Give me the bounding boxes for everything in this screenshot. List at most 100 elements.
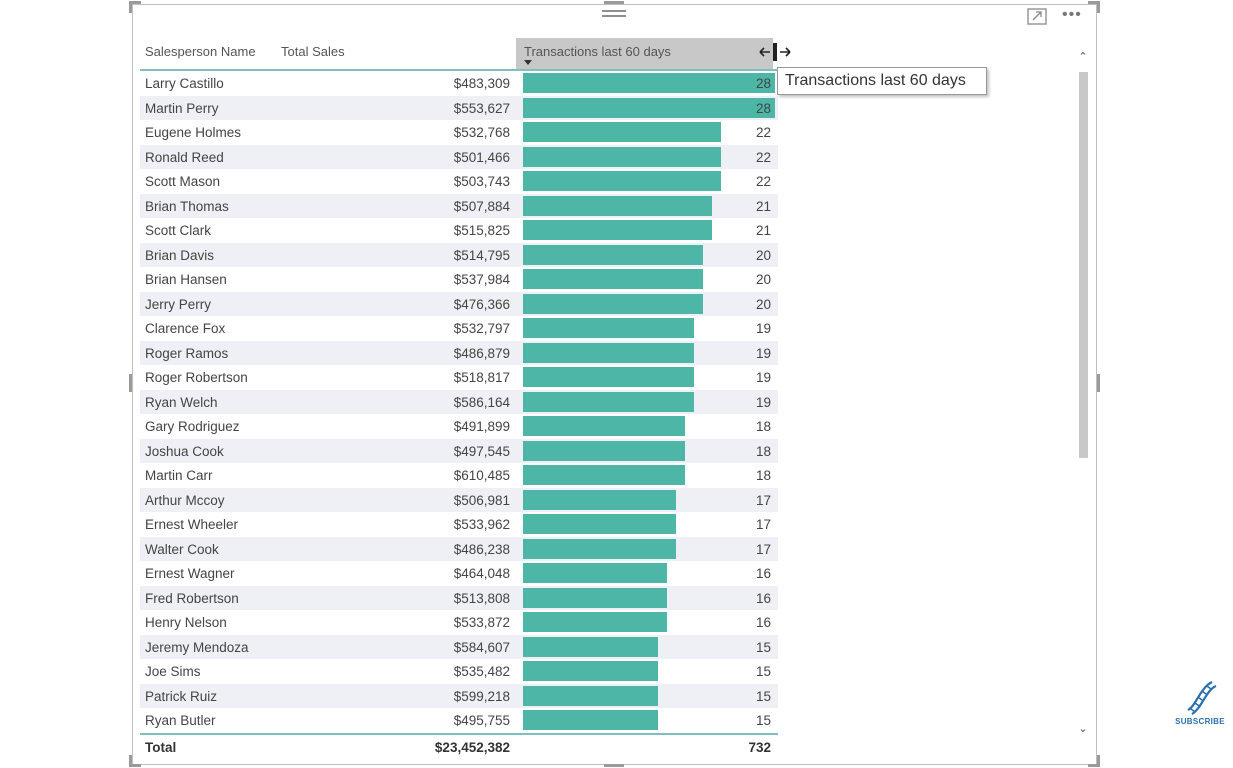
corner-handle-bottom-right-v[interactable]: [1097, 755, 1100, 767]
salesperson-name-cell: Patrick Ruiz: [145, 688, 218, 704]
table-row[interactable]: Scott Clark $515,825 21: [140, 218, 778, 243]
table-row[interactable]: Ernest Wheeler $533,962 17: [140, 512, 778, 537]
table-row[interactable]: Fred Robertson $513,808 16: [140, 585, 778, 610]
drag-grip-icon[interactable]: [602, 10, 626, 20]
table-row[interactable]: Roger Ramos $486,879 19: [140, 340, 778, 365]
total-sales-cell: $532,797: [453, 321, 510, 336]
salesperson-name-cell: Martin Perry: [145, 100, 219, 116]
total-row: Total $23,452,382 732: [140, 735, 778, 761]
data-bar: [523, 661, 658, 681]
edge-handle-left[interactable]: [129, 374, 132, 392]
salesperson-name-cell: Roger Robertson: [145, 370, 248, 385]
scroll-down-button[interactable]: ⌄: [1078, 723, 1088, 735]
table-row[interactable]: Martin Carr $610,485 18: [140, 463, 778, 488]
focus-mode-icon[interactable]: [1027, 8, 1047, 25]
data-bar: [523, 171, 721, 191]
table-row[interactable]: Ronald Reed $501,466 22: [140, 144, 778, 169]
transactions-cell: 18: [755, 419, 771, 434]
table-row[interactable]: Brian Thomas $507,884 21: [140, 193, 778, 218]
table-row[interactable]: Henry Nelson $533,872 16: [140, 610, 778, 635]
table-row[interactable]: Brian Davis $514,795 20: [140, 242, 778, 267]
salesperson-name-cell: Ernest Wheeler: [145, 517, 239, 532]
total-transactions: 732: [748, 740, 771, 755]
salesperson-name-cell: Jerry Perry: [145, 296, 212, 312]
salesperson-name-cell: Scott Mason: [145, 174, 221, 189]
column-header-name[interactable]: Salesperson Name: [145, 44, 256, 59]
more-options-icon[interactable]: •••: [1062, 6, 1082, 23]
salesperson-name-cell: Martin Carr: [145, 468, 213, 483]
total-sales-cell: $514,795: [453, 247, 510, 263]
column-header-sales[interactable]: Total Sales: [281, 44, 345, 59]
transactions-cell: 19: [755, 394, 771, 410]
table-row[interactable]: Gary Rodriguez $491,899 18: [140, 414, 778, 439]
table-row[interactable]: Martin Perry $553,627 28: [140, 95, 778, 120]
table-row[interactable]: Joe Sims $535,482 15: [140, 659, 778, 684]
table-row[interactable]: Jerry Perry $476,366 20: [140, 291, 778, 316]
subscribe-label: SUBSCRIBE: [1175, 717, 1225, 726]
column-header-transactions[interactable]: Transactions last 60 days: [516, 38, 773, 69]
table-row[interactable]: Joshua Cook $497,545 18: [140, 438, 778, 463]
table-row[interactable]: Scott Mason $503,743 22: [140, 169, 778, 194]
data-bar: [523, 440, 685, 461]
edge-handle-right[interactable]: [1097, 374, 1100, 392]
table-row[interactable]: Clarence Fox $532,797 19: [140, 316, 778, 341]
table-row[interactable]: Patrick Ruiz $599,218 15: [140, 683, 778, 708]
table-row[interactable]: Ernest Wagner $464,048 16: [140, 561, 778, 586]
sort-descending-icon[interactable]: [524, 60, 532, 65]
total-sales-cell: $533,872: [453, 615, 510, 630]
total-sales-cell: $537,984: [453, 272, 510, 287]
data-bar: [523, 293, 703, 314]
table-row[interactable]: Walter Cook $486,238 17: [140, 536, 778, 561]
corner-handle-bottom-left[interactable]: [129, 764, 141, 767]
corner-handle-bottom-right[interactable]: [1088, 764, 1100, 767]
total-sales-cell: $507,884: [453, 198, 510, 214]
corner-handle-top-left[interactable]: [129, 1, 141, 4]
table-row[interactable]: Larry Castillo $483,309 28: [140, 71, 778, 96]
salesperson-name-cell: Jeremy Mendoza: [145, 639, 249, 655]
salesperson-name-cell: Arthur Mccoy: [145, 492, 225, 508]
edge-handle-top[interactable]: [604, 1, 624, 4]
tooltip-text: Transactions last 60 days: [785, 72, 966, 89]
table-row[interactable]: Brian Hansen $537,984 20: [140, 267, 778, 292]
corner-handle-top-right-v[interactable]: [1097, 1, 1100, 13]
table-row[interactable]: Ryan Butler $495,755 15: [140, 708, 778, 733]
table-row[interactable]: Jeremy Mendoza $584,607 15: [140, 634, 778, 659]
transactions-cell: 20: [755, 272, 771, 287]
corner-handle-top-right[interactable]: [1088, 1, 1100, 4]
transactions-cell: 28: [755, 100, 771, 116]
total-sales-cell: $586,164: [453, 394, 510, 410]
scrollbar-thumb[interactable]: [1079, 72, 1088, 458]
data-bar: [523, 146, 721, 167]
table-row[interactable]: Roger Robertson $518,817 19: [140, 365, 778, 390]
data-bar: [523, 612, 667, 632]
table-body: Larry Castillo $483,309 28 Martin Perry $553…: [140, 71, 778, 733]
table-row[interactable]: Arthur Mccoy $506,981 17: [140, 487, 778, 512]
scroll-up-button[interactable]: ⌃: [1078, 51, 1088, 63]
data-bar: [523, 587, 667, 608]
total-sales-cell: $532,768: [453, 125, 510, 140]
total-sales-cell: $584,607: [453, 639, 510, 655]
salesperson-name-cell: Ryan Welch: [145, 394, 218, 410]
edge-handle-bottom[interactable]: [604, 764, 624, 767]
table-header: Salesperson Name Total Sales Transaction…: [140, 38, 778, 69]
transactions-cell: 15: [755, 688, 771, 704]
salesperson-name-cell: Eugene Holmes: [145, 125, 242, 140]
data-bar: [523, 73, 775, 93]
corner-handle-bottom-left-v[interactable]: [129, 755, 132, 767]
transactions-cell: 16: [755, 590, 771, 606]
salesperson-name-cell: Clarence Fox: [145, 321, 226, 336]
transactions-cell: 15: [755, 664, 771, 679]
table-row[interactable]: Eugene Holmes $532,768 22: [140, 120, 778, 145]
salesperson-name-cell: Scott Clark: [145, 223, 212, 238]
table-row[interactable]: Ryan Welch $586,164 19: [140, 389, 778, 414]
corner-handle-top-left-v[interactable]: [129, 1, 132, 13]
transactions-cell: 18: [755, 443, 771, 459]
total-sales-cell: $506,981: [453, 492, 510, 508]
total-sales-cell: $610,485: [453, 468, 510, 483]
total-sales-cell: $503,743: [453, 174, 510, 189]
total-sales-cell: $491,899: [453, 419, 510, 434]
total-sales-cell: $533,962: [453, 517, 510, 532]
salesperson-name-cell: Fred Robertson: [145, 590, 239, 606]
total-sales: $23,452,382: [434, 740, 510, 755]
data-bar: [523, 710, 658, 730]
